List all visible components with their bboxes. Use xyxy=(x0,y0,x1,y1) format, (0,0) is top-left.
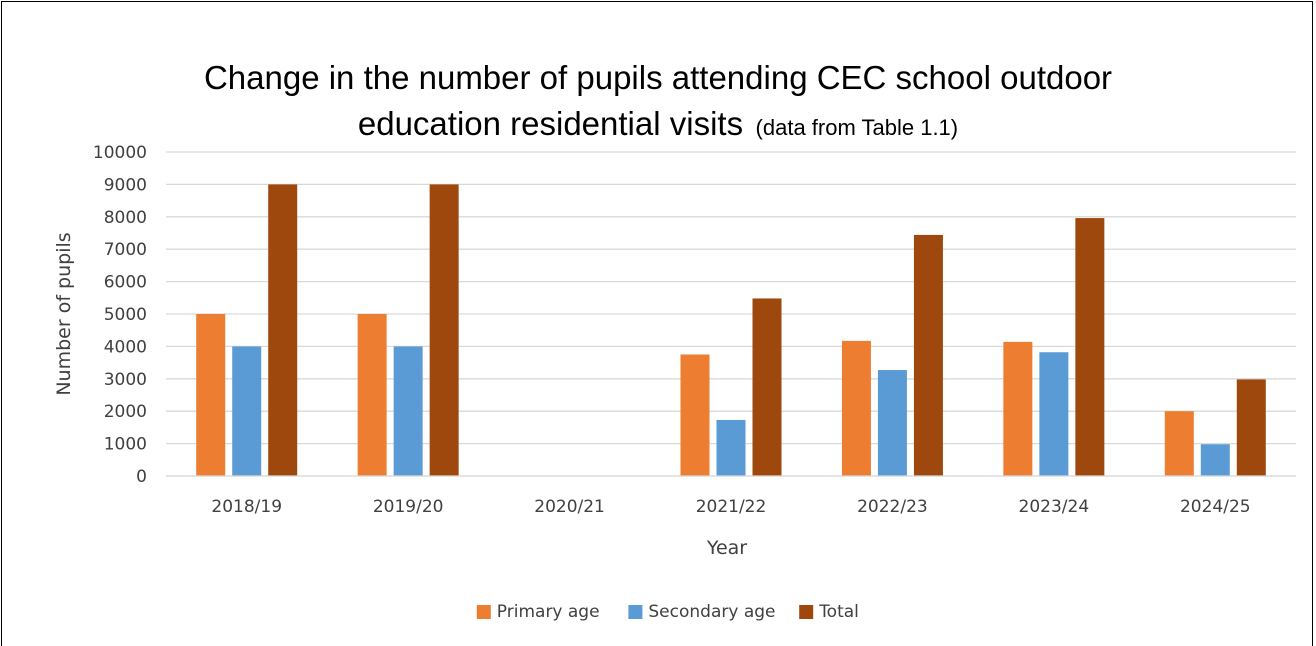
bar-primary-age xyxy=(357,314,387,476)
y-tick-label: 8000 xyxy=(104,208,147,228)
x-tick-label: 2018/19 xyxy=(211,497,282,517)
x-tick-label: 2019/20 xyxy=(373,497,444,517)
bar-primary-age xyxy=(1003,341,1033,476)
x-tick-label: 2024/25 xyxy=(1180,497,1251,517)
legend-item: Total xyxy=(799,602,859,622)
y-axis-title: Number of pupils xyxy=(53,232,75,395)
bar-secondary-age xyxy=(716,419,746,476)
bar-total xyxy=(268,184,298,476)
legend-swatch xyxy=(799,605,814,619)
chart-title-note: (data from Table 1.1) xyxy=(756,115,959,140)
legend: Primary age Secondary age Total xyxy=(476,602,859,622)
bar-total xyxy=(1075,218,1105,476)
bar-primary-age xyxy=(1164,411,1194,476)
y-tick-label: 4000 xyxy=(104,337,147,357)
bar-secondary-age xyxy=(877,370,907,476)
bar-primary-age xyxy=(841,340,871,476)
legend-swatch xyxy=(628,605,643,619)
bar-secondary-age xyxy=(232,346,262,476)
y-tick-label: 7000 xyxy=(104,240,147,260)
chart-title-line-1: Change in the number of pupils attending… xyxy=(204,59,1112,96)
y-tick-label: 9000 xyxy=(104,175,147,195)
x-tick-label: 2021/22 xyxy=(696,497,767,517)
x-axis-title: Year xyxy=(706,537,747,559)
y-tick-label: 10000 xyxy=(93,143,147,163)
y-axis-ticks: 0 1000 2000 3000 4000 5000 6000 7000 8000 9000 100… xyxy=(93,143,147,487)
chart-title-main: education residential visits xyxy=(358,105,743,142)
legend-item: Secondary age xyxy=(628,602,776,622)
y-tick-label: 0 xyxy=(136,467,147,487)
x-tick-label: 2020/21 xyxy=(534,497,605,517)
bar-secondary-age xyxy=(1039,352,1069,476)
x-axis-ticks: 2018/19 2019/20 2020/21 2021/22 2022/23 2023/… xyxy=(166,475,1296,517)
legend-label: Secondary age xyxy=(648,602,775,622)
bar-secondary-age xyxy=(1200,444,1230,476)
legend-label: Primary age xyxy=(497,602,600,622)
x-tick-label: 2022/23 xyxy=(857,497,928,517)
chart-title-line-2: education residential visits (data from … xyxy=(358,105,958,142)
y-tick-label: 5000 xyxy=(104,305,147,325)
legend-item: Primary age xyxy=(476,602,600,622)
bar-secondary-age xyxy=(393,346,423,476)
bar-primary-age xyxy=(196,314,226,476)
y-tick-label: 2000 xyxy=(104,402,147,422)
bar-total xyxy=(1236,379,1266,476)
y-tick-label: 3000 xyxy=(104,370,147,390)
bar-total xyxy=(752,298,782,476)
bar-primary-age xyxy=(680,354,710,476)
legend-label: Total xyxy=(818,602,859,622)
y-tick-label: 1000 xyxy=(104,435,147,455)
y-tick-label: 6000 xyxy=(104,273,147,293)
x-tick-label: 2023/24 xyxy=(1019,497,1090,517)
legend-swatch xyxy=(476,605,491,619)
bar-total xyxy=(913,234,943,476)
bar-total xyxy=(429,184,459,476)
bars xyxy=(196,184,1266,476)
